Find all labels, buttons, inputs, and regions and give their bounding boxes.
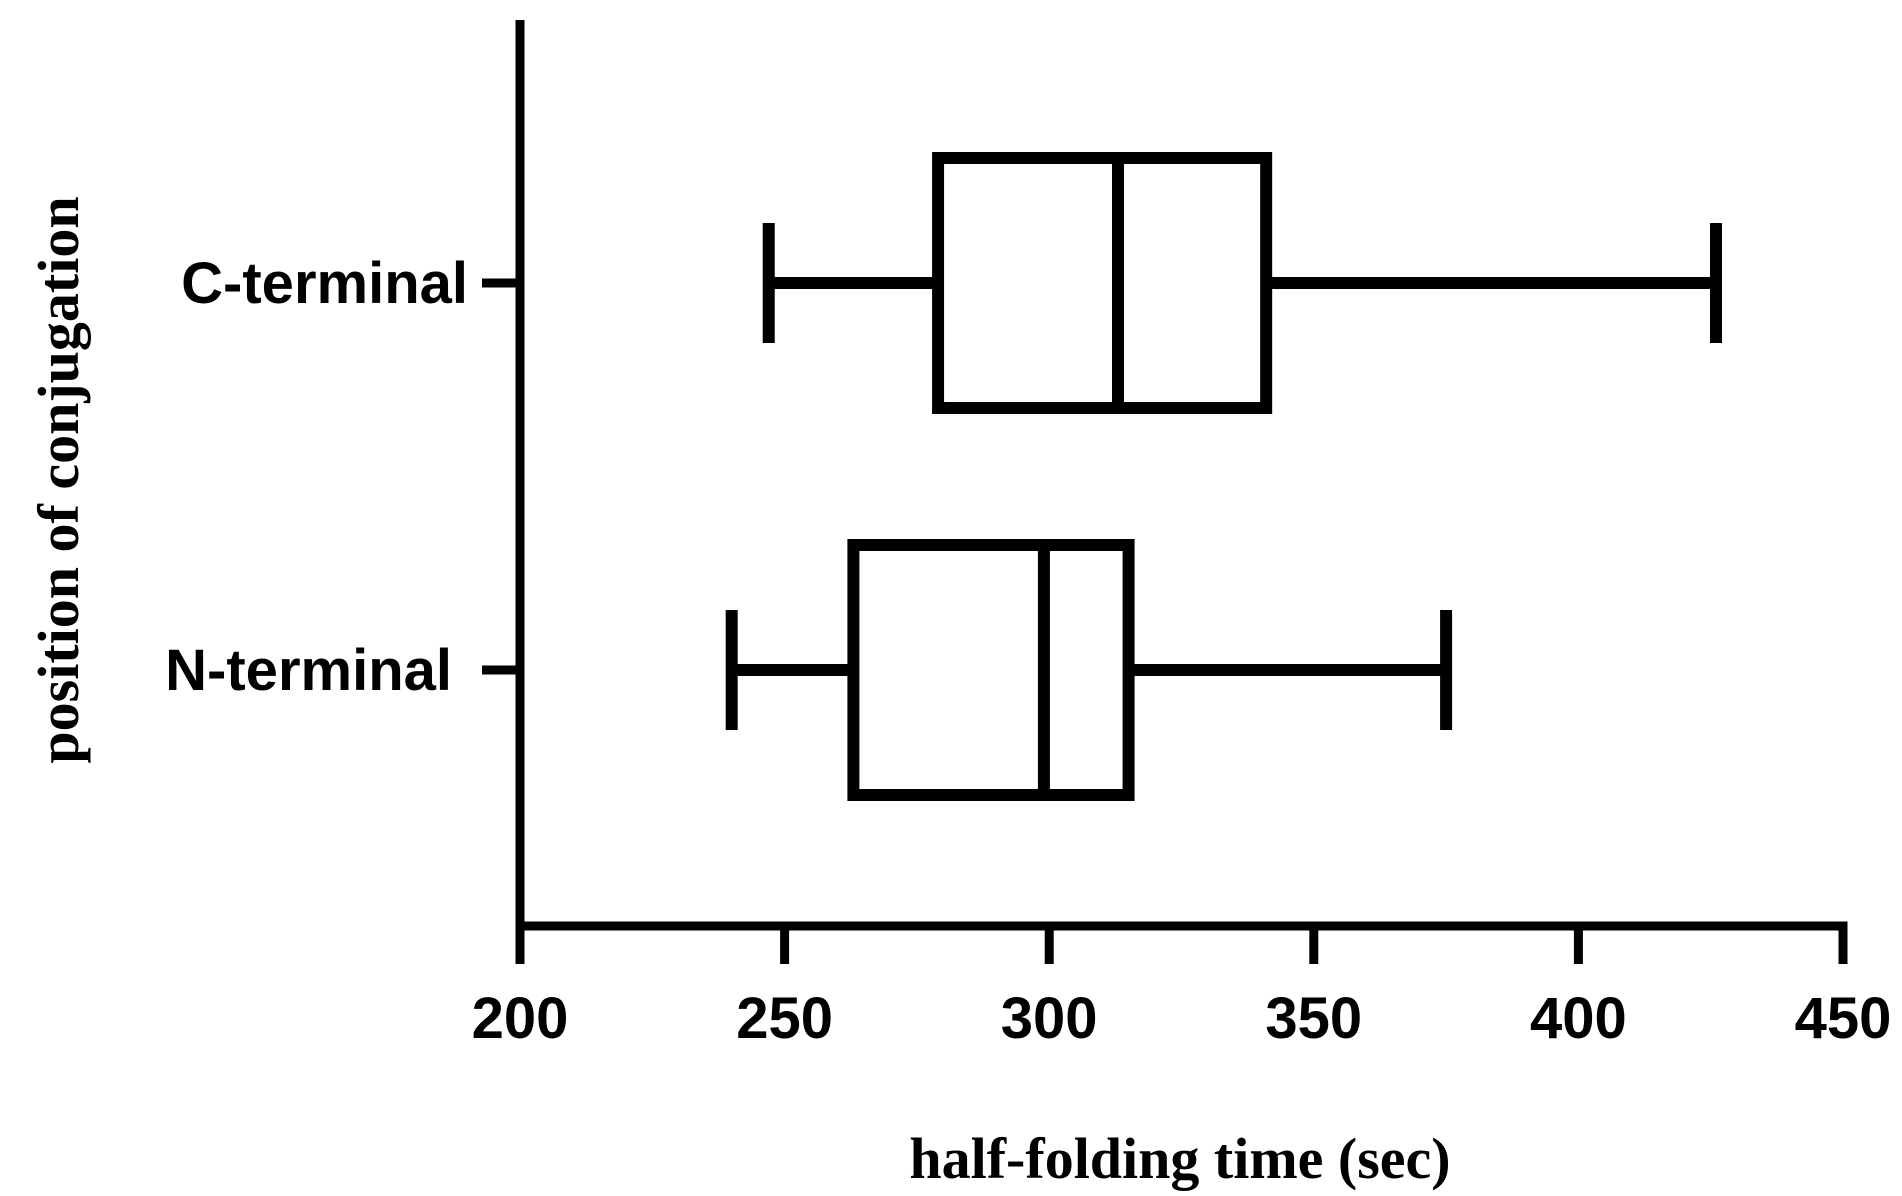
boxes — [725, 152, 1722, 801]
x-tick-label: 400 — [1530, 986, 1627, 1051]
x-tick-label: 350 — [1265, 986, 1362, 1051]
x-tick-label: 300 — [1001, 986, 1098, 1051]
x-tick-label: 250 — [736, 986, 833, 1051]
x-tick-label: 200 — [472, 986, 569, 1051]
y-tick-label: N-terminal — [165, 638, 452, 703]
x-axis-title: half-folding time (sec) — [909, 1126, 1450, 1191]
iqr-box — [932, 152, 1273, 414]
iqr-box — [847, 539, 1135, 801]
y-tick-label: C-terminal — [181, 251, 468, 316]
axes — [482, 20, 1848, 964]
box-group — [762, 152, 1722, 414]
y-axis-title: position of conjugation — [26, 196, 91, 763]
labels: 200 250 300 350 400 450 C-terminal N-terminal — [165, 251, 1891, 1051]
x-tick-label: 450 — [1795, 986, 1892, 1051]
box-group — [725, 539, 1453, 801]
